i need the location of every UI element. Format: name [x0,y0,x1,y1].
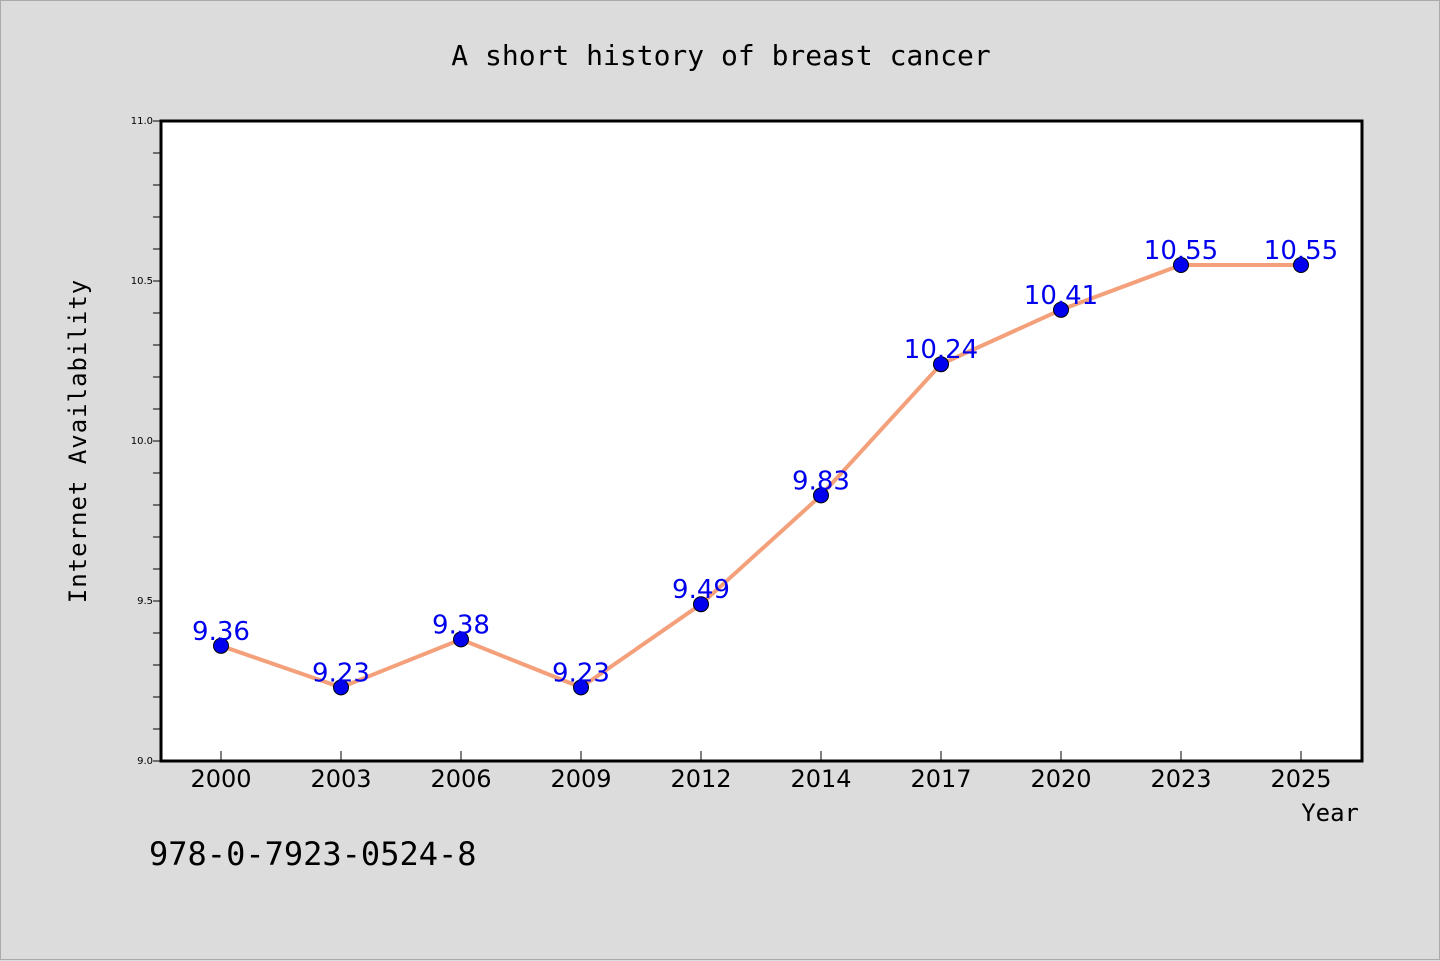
y-tick-label: 11.0 [131,116,153,127]
data-point [213,637,229,654]
data-point [813,487,829,504]
x-tick-label: 2006 [430,765,491,793]
x-axis: 2000 2003 2006 2009 2012 2014 2017 2020 2023 2025 [190,751,1332,793]
series-line [220,263,1301,690]
y-tick-label: 9.5 [137,596,153,607]
x-tick-label: 2000 [190,765,251,793]
x-tick-label: 2023 [1150,765,1211,793]
data-labels: 9.36 9.23 9.38 9.23 9.49 9.83 10.24 10.41 10.55 1… [192,236,1338,688]
x-axis-label: Year [1301,799,1359,827]
isbn-label: 978-0-7923-0524-8 [149,835,477,873]
data-point [693,596,709,613]
x-tick-label: 2025 [1270,765,1331,793]
x-tick-label: 2014 [790,765,851,793]
data-point [933,356,949,373]
data-label: 9.38 [432,610,490,640]
x-tick-label: 2012 [670,765,731,793]
data-label: 10.55 [1264,236,1338,266]
x-tick-label: 2009 [550,765,611,793]
data-label: 9.23 [312,658,370,688]
data-label: 9.23 [552,658,610,688]
x-tick-label: 2017 [910,765,971,793]
chart-title: A short history of breast cancer [451,39,990,72]
data-point [333,679,349,696]
x-tick-label: 2003 [310,765,371,793]
data-label: 9.49 [672,575,730,605]
series-markers [213,257,1309,696]
y-tick-label: 10.5 [131,276,153,287]
y-axis-label: Internet Availability [64,279,92,603]
x-tick-label: 2020 [1030,765,1091,793]
data-label: 10.41 [1024,281,1098,311]
plot-area [159,119,1364,763]
data-point [573,679,589,696]
data-label: 9.83 [792,466,850,496]
data-label: 10.24 [904,335,978,365]
y-tick-label: 9.0 [137,756,153,767]
data-point [1173,257,1189,273]
y-axis: 9.0 9.5 10.0 10.5 11.0 [131,116,161,767]
data-label: 10.55 [1144,236,1218,266]
data-point [453,631,469,648]
data-label: 9.36 [192,617,250,647]
y-tick-label: 10.0 [131,436,153,447]
data-point [1293,257,1309,273]
data-point [1053,301,1069,318]
